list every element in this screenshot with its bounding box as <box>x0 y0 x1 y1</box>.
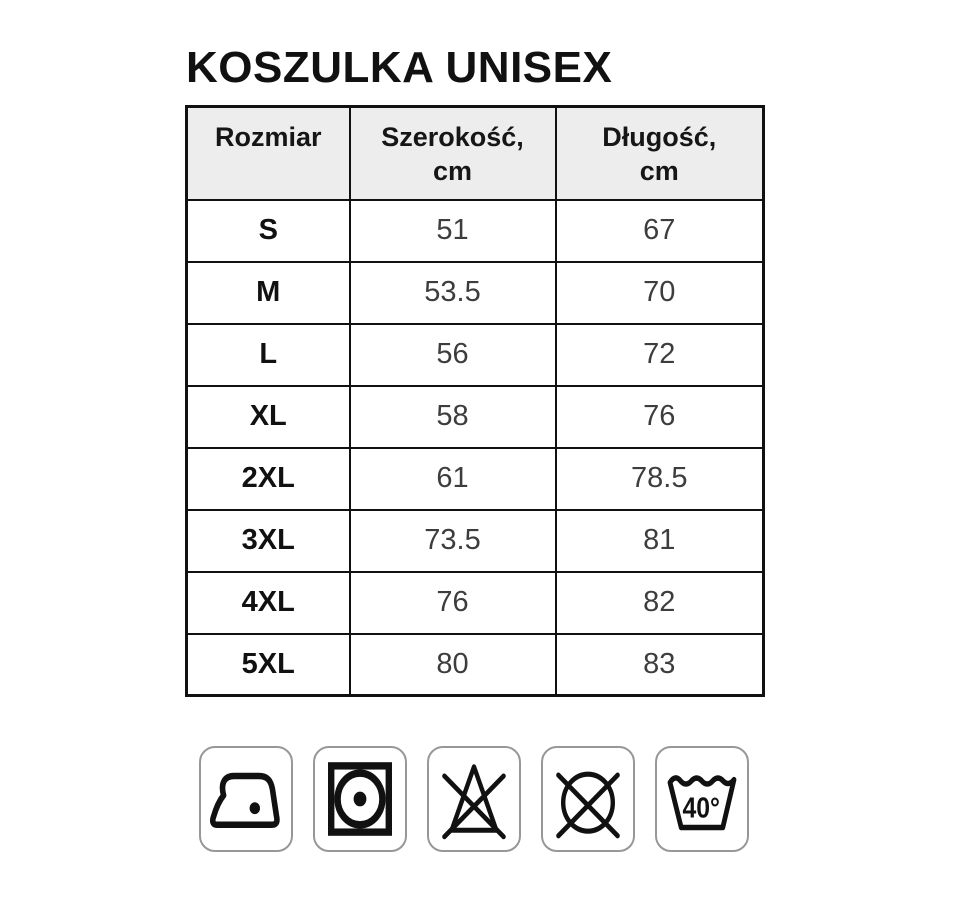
table-row: L 56 72 <box>185 322 765 387</box>
length-value: 72 <box>554 322 765 387</box>
tumble-dry-low-icon <box>313 746 407 852</box>
size-label: M <box>185 260 351 325</box>
wash-40-degrees-icon: 40° <box>655 746 749 852</box>
column-header-length: Długość, cm <box>554 105 765 201</box>
width-value: 51 <box>348 198 557 263</box>
length-value: 76 <box>554 384 765 449</box>
page-title: KOSZULKA UNISEX <box>186 43 613 92</box>
table-row: 4XL 76 82 <box>185 570 765 635</box>
size-label: 4XL <box>185 570 351 635</box>
do-not-dry-clean-icon <box>541 746 635 852</box>
size-table: Rozmiar Szerokość, cm Długość, cm S 51 6… <box>185 105 765 697</box>
length-value: 70 <box>554 260 765 325</box>
size-label: L <box>185 322 351 387</box>
length-value: 78.5 <box>554 446 765 511</box>
length-value: 82 <box>554 570 765 635</box>
table-row: XL 58 76 <box>185 384 765 449</box>
length-value: 83 <box>554 632 765 697</box>
width-value: 76 <box>348 570 557 635</box>
width-value: 56 <box>348 322 557 387</box>
size-label: XL <box>185 384 351 449</box>
wash-temperature-label: 40° <box>682 792 719 824</box>
column-header-size: Rozmiar <box>185 105 351 201</box>
size-label: S <box>185 198 351 263</box>
iron-low-heat-icon <box>199 746 293 852</box>
table-row: M 53.5 70 <box>185 260 765 325</box>
size-label: 3XL <box>185 508 351 573</box>
size-label: 5XL <box>185 632 351 697</box>
length-value: 81 <box>554 508 765 573</box>
length-value: 67 <box>554 198 765 263</box>
width-value: 53.5 <box>348 260 557 325</box>
width-value: 61 <box>348 446 557 511</box>
width-value: 80 <box>348 632 557 697</box>
column-header-width: Szerokość, cm <box>348 105 557 201</box>
table-row: 3XL 73.5 81 <box>185 508 765 573</box>
width-value: 58 <box>348 384 557 449</box>
do-not-bleach-icon <box>427 746 521 852</box>
table-row: S 51 67 <box>185 198 765 263</box>
care-symbols-row: 40° <box>199 746 749 852</box>
table-row: 5XL 80 83 <box>185 632 765 697</box>
width-value: 73.5 <box>348 508 557 573</box>
size-table-header-row: Rozmiar Szerokość, cm Długość, cm <box>185 105 765 201</box>
table-row: 2XL 61 78.5 <box>185 446 765 511</box>
size-label: 2XL <box>185 446 351 511</box>
